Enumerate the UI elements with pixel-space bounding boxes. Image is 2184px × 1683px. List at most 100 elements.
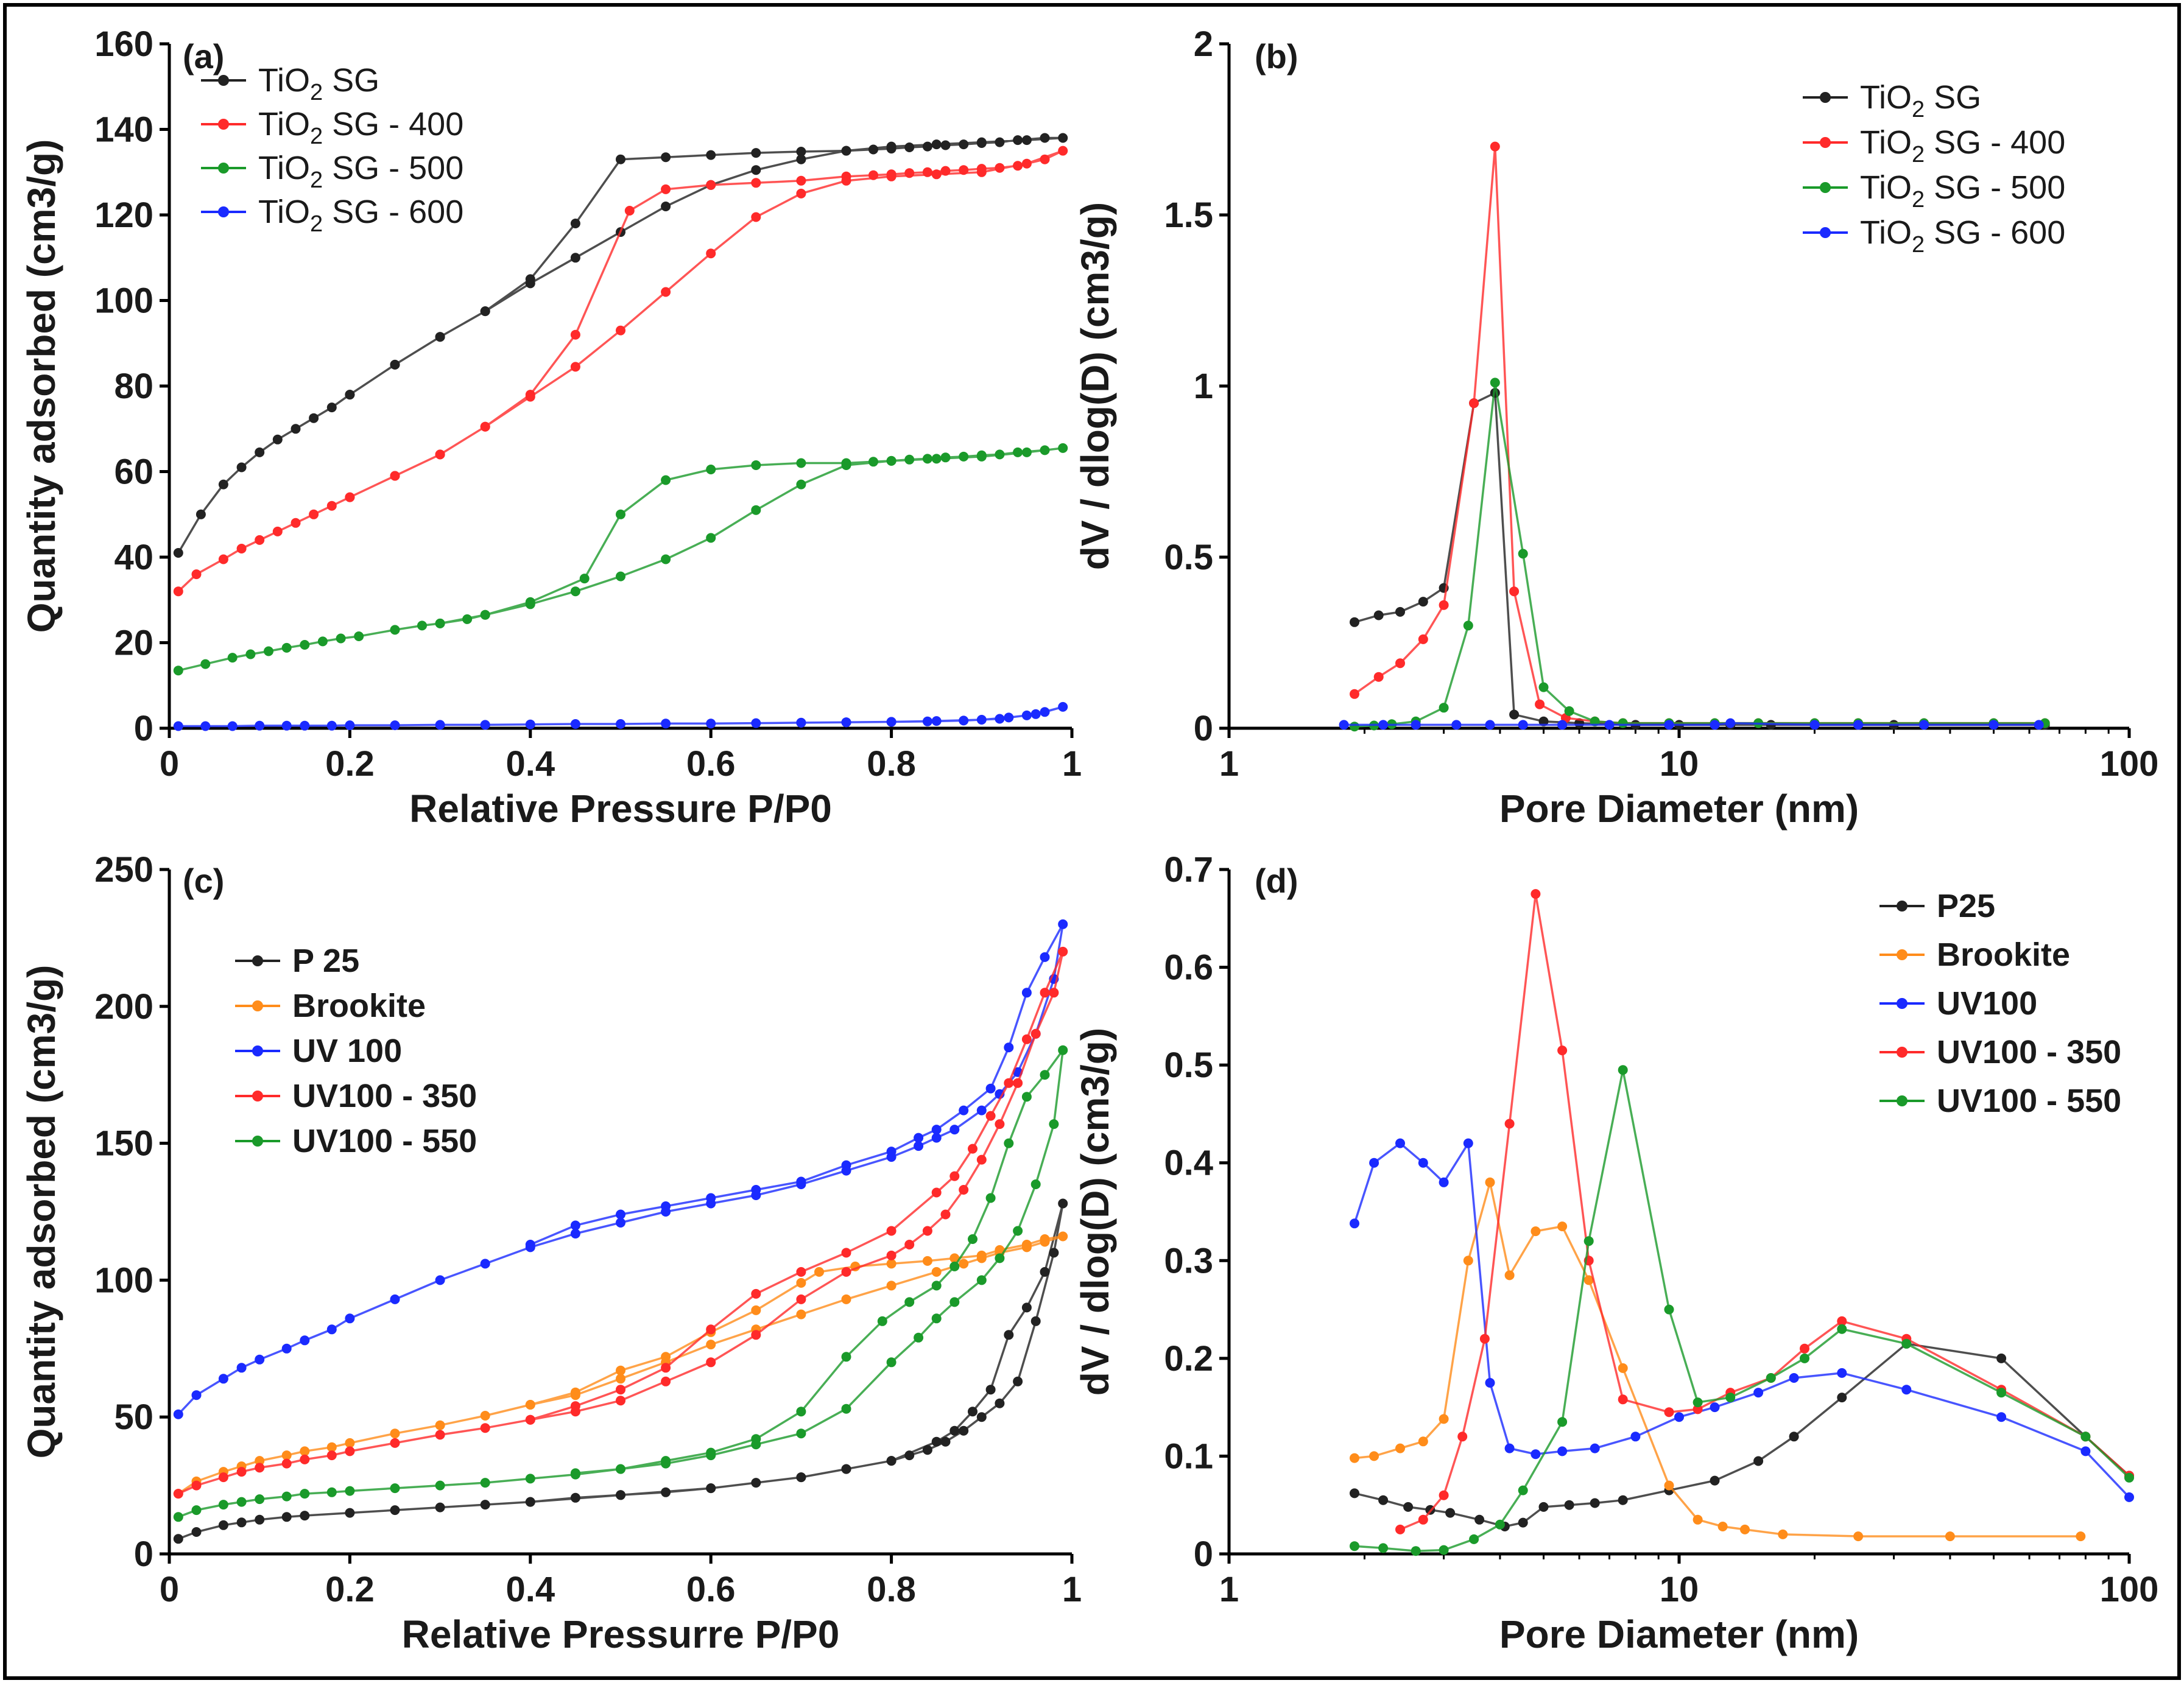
data-point — [959, 1185, 969, 1195]
data-point — [1040, 952, 1050, 962]
data-point — [173, 721, 183, 731]
data-point — [326, 1442, 337, 1452]
data-point — [480, 1423, 490, 1433]
series-line — [1354, 1182, 2081, 1537]
data-point — [525, 597, 535, 607]
data-point — [751, 1305, 761, 1315]
data-point — [1725, 1393, 1736, 1403]
data-point — [218, 479, 228, 490]
data-point — [236, 1363, 247, 1373]
x-axis-title: Relative Pressure P/P0 — [409, 787, 832, 831]
y-tick-label: 0.2 — [1164, 1339, 1213, 1379]
data-point — [904, 454, 915, 465]
legend-label: UV100 - 350 — [292, 1078, 477, 1114]
y-tick-label: 250 — [94, 850, 153, 890]
data-point — [281, 1450, 292, 1461]
data-point — [291, 518, 301, 528]
data-point — [616, 1218, 625, 1228]
y-tick-label: 100 — [94, 1260, 153, 1300]
data-point — [1590, 1443, 1600, 1453]
data-point — [191, 1480, 202, 1491]
data-point — [1490, 141, 1500, 152]
data-point — [904, 1240, 915, 1249]
data-point — [1789, 1373, 1799, 1383]
data-point — [1853, 720, 1864, 730]
data-point — [751, 1330, 761, 1340]
data-point — [227, 721, 238, 731]
y-tick-label: 140 — [94, 110, 153, 150]
data-point — [173, 666, 183, 676]
data-point — [1040, 445, 1050, 455]
legend-entry: Brookite — [1879, 936, 2070, 973]
data-point — [1058, 1198, 1068, 1209]
data-point — [796, 458, 806, 468]
data-point — [1564, 1500, 1574, 1510]
data-point — [390, 471, 400, 481]
data-point — [1766, 1373, 1776, 1383]
data-point — [570, 362, 580, 372]
data-point — [796, 1428, 806, 1439]
data-point — [2124, 1472, 2134, 1483]
data-point — [751, 460, 761, 470]
legend-swatch-marker — [252, 1000, 263, 1011]
data-point — [616, 1374, 625, 1384]
data-point — [1040, 1234, 1050, 1244]
data-point — [255, 1456, 265, 1466]
data-point — [886, 717, 896, 727]
data-point — [751, 212, 761, 222]
data-point — [751, 718, 761, 728]
legend-swatch-marker — [218, 206, 229, 217]
data-point — [706, 1340, 716, 1350]
data-point — [435, 449, 445, 460]
data-point — [1664, 1407, 1674, 1418]
legend-label: UV100 - 550 — [1937, 1083, 2121, 1119]
data-point — [218, 1472, 228, 1483]
data-point — [751, 1434, 761, 1444]
data-point — [1013, 447, 1023, 457]
data-point — [480, 610, 490, 620]
data-point — [1004, 1042, 1014, 1053]
data-point — [1339, 720, 1349, 730]
data-point — [1725, 718, 1736, 728]
series-tio2-sg — [173, 133, 1068, 558]
data-point — [976, 1154, 987, 1165]
data-point — [1485, 720, 1495, 730]
data-point — [281, 1458, 292, 1469]
data-point — [661, 475, 671, 485]
data-point — [300, 640, 310, 650]
x-tick-label: 0.4 — [505, 1570, 555, 1609]
legend-swatch-marker — [1897, 1095, 1907, 1106]
data-point — [661, 202, 671, 211]
data-point — [1800, 1343, 1809, 1354]
series-tio2-sg-500 — [173, 443, 1068, 676]
legend-label: Brookite — [1937, 936, 2070, 973]
data-point — [661, 1201, 671, 1211]
data-point — [435, 1502, 445, 1513]
data-point — [1504, 1270, 1515, 1281]
data-point — [1538, 682, 1549, 692]
data-point — [886, 1281, 896, 1291]
data-point — [751, 505, 761, 515]
data-point — [959, 1259, 969, 1269]
data-point — [868, 170, 878, 180]
data-point — [326, 1450, 337, 1461]
data-point — [796, 175, 806, 186]
data-point — [317, 636, 328, 647]
data-point — [345, 1508, 355, 1518]
series-line — [1400, 893, 2130, 1531]
data-point — [435, 1480, 445, 1491]
x-tick-label: 0.2 — [325, 1570, 375, 1609]
data-point — [940, 1436, 951, 1447]
data-point — [435, 1430, 445, 1440]
data-point — [1445, 1508, 1456, 1518]
data-point — [661, 184, 671, 194]
data-point — [976, 1105, 987, 1116]
data-point — [949, 1261, 960, 1271]
data-point — [570, 219, 580, 228]
data-point — [796, 1176, 806, 1187]
data-point — [796, 717, 806, 728]
data-point — [1004, 1078, 1014, 1088]
data-point — [1350, 617, 1359, 627]
x-tick-label: 100 — [2100, 744, 2159, 784]
data-point — [1618, 1065, 1628, 1075]
